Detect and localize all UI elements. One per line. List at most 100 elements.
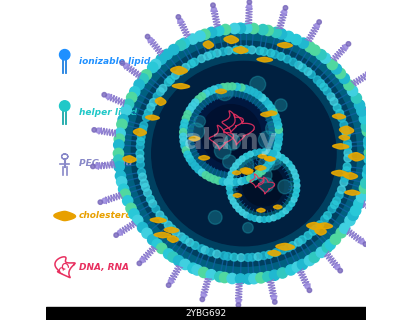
- Circle shape: [152, 61, 336, 246]
- Polygon shape: [255, 166, 266, 170]
- Circle shape: [309, 45, 320, 55]
- Circle shape: [150, 59, 161, 69]
- Circle shape: [140, 258, 145, 263]
- Circle shape: [120, 189, 130, 199]
- Circle shape: [114, 233, 118, 237]
- Circle shape: [283, 208, 289, 214]
- Circle shape: [270, 270, 280, 280]
- Circle shape: [208, 211, 222, 224]
- Polygon shape: [172, 84, 189, 89]
- Circle shape: [113, 140, 124, 150]
- Circle shape: [217, 84, 233, 100]
- Circle shape: [227, 190, 233, 196]
- Text: 2YBG692: 2YBG692: [185, 309, 226, 318]
- Circle shape: [344, 149, 352, 156]
- Circle shape: [316, 221, 323, 228]
- Circle shape: [343, 44, 348, 50]
- Circle shape: [115, 128, 125, 138]
- Circle shape: [336, 228, 346, 238]
- Circle shape: [330, 201, 338, 209]
- Circle shape: [251, 89, 258, 96]
- Circle shape: [305, 284, 310, 289]
- Circle shape: [136, 150, 144, 157]
- Circle shape: [359, 183, 369, 193]
- Circle shape: [292, 262, 302, 272]
- Circle shape: [327, 60, 337, 70]
- Circle shape: [248, 253, 256, 261]
- Circle shape: [187, 60, 195, 68]
- Circle shape: [286, 204, 292, 210]
- Circle shape: [294, 188, 300, 193]
- Polygon shape: [233, 193, 242, 197]
- Circle shape: [337, 186, 345, 194]
- Circle shape: [91, 164, 95, 169]
- Circle shape: [115, 171, 126, 181]
- Polygon shape: [167, 236, 178, 242]
- Text: alamy: alamy: [184, 127, 278, 155]
- Circle shape: [236, 206, 242, 212]
- Polygon shape: [233, 171, 241, 175]
- Polygon shape: [332, 144, 349, 149]
- Circle shape: [258, 25, 268, 35]
- Circle shape: [279, 211, 285, 217]
- Circle shape: [348, 210, 358, 220]
- Circle shape: [293, 173, 298, 179]
- Circle shape: [108, 18, 380, 290]
- Circle shape: [164, 221, 172, 229]
- Circle shape: [181, 119, 188, 126]
- Circle shape: [238, 84, 245, 91]
- Circle shape: [182, 85, 281, 184]
- Circle shape: [204, 52, 211, 60]
- Circle shape: [230, 199, 236, 204]
- Circle shape: [242, 23, 252, 33]
- Circle shape: [309, 228, 317, 235]
- Circle shape: [313, 76, 321, 84]
- Circle shape: [248, 46, 256, 54]
- Circle shape: [213, 250, 221, 258]
- Circle shape: [257, 168, 272, 183]
- Circle shape: [359, 114, 369, 124]
- Polygon shape: [307, 222, 322, 229]
- Circle shape: [106, 94, 111, 99]
- Circle shape: [252, 150, 258, 156]
- Polygon shape: [199, 156, 210, 160]
- Circle shape: [186, 107, 193, 114]
- Circle shape: [133, 215, 143, 226]
- Polygon shape: [317, 223, 332, 229]
- Circle shape: [211, 7, 217, 12]
- Circle shape: [120, 61, 125, 65]
- Circle shape: [118, 115, 128, 125]
- Circle shape: [381, 210, 386, 215]
- Circle shape: [137, 133, 145, 140]
- Circle shape: [351, 93, 362, 103]
- Text: ionizable lipid: ionizable lipid: [79, 57, 150, 66]
- Polygon shape: [268, 251, 281, 256]
- Circle shape: [181, 236, 189, 243]
- Circle shape: [320, 83, 328, 91]
- Circle shape: [159, 84, 167, 92]
- Circle shape: [166, 283, 171, 287]
- Circle shape: [148, 37, 153, 43]
- Polygon shape: [145, 115, 159, 120]
- Circle shape: [102, 92, 106, 97]
- Circle shape: [262, 97, 269, 104]
- Circle shape: [391, 175, 396, 180]
- Polygon shape: [345, 190, 360, 195]
- Circle shape: [341, 174, 349, 182]
- Circle shape: [138, 168, 145, 176]
- Circle shape: [227, 176, 233, 181]
- Circle shape: [247, 4, 252, 9]
- Circle shape: [354, 199, 364, 209]
- Circle shape: [192, 163, 199, 170]
- Circle shape: [150, 99, 157, 106]
- Circle shape: [180, 133, 187, 140]
- Circle shape: [284, 244, 292, 252]
- Circle shape: [238, 178, 245, 185]
- Circle shape: [284, 55, 291, 63]
- Circle shape: [388, 139, 393, 144]
- Circle shape: [238, 157, 254, 173]
- Circle shape: [339, 73, 349, 84]
- Circle shape: [357, 106, 367, 116]
- Circle shape: [275, 126, 282, 133]
- Circle shape: [194, 116, 206, 127]
